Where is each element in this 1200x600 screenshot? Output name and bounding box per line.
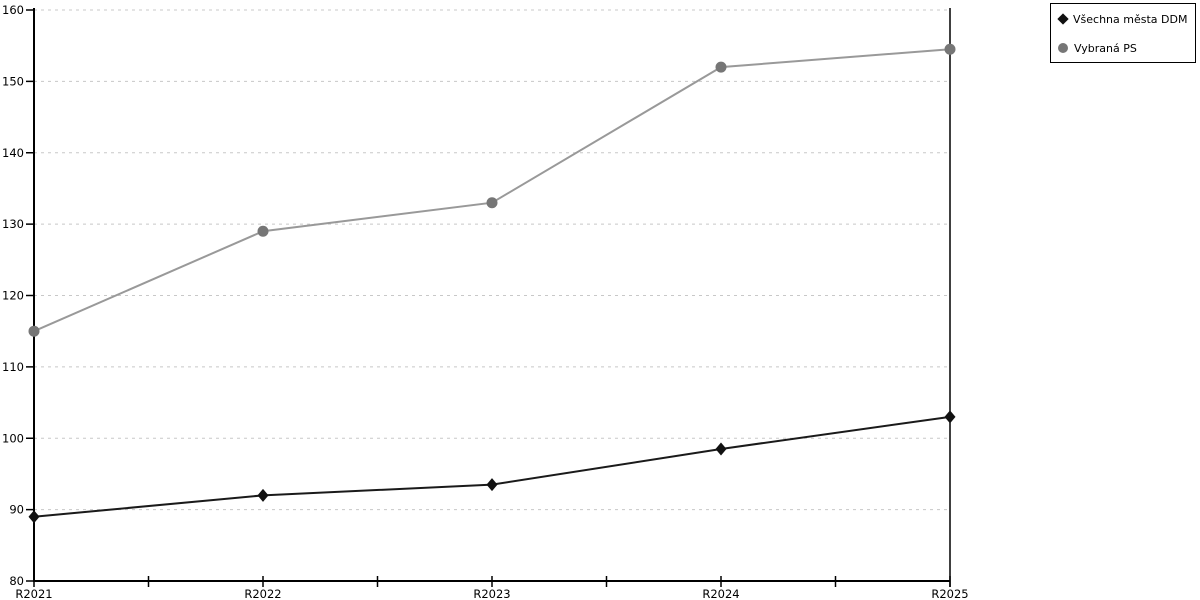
- y-tick-label: 150: [2, 74, 24, 88]
- data-point-circle: [944, 43, 956, 55]
- diamond-marker-icon: [1057, 13, 1069, 25]
- y-tick-label: 80: [9, 574, 24, 588]
- x-tick-label: R2021: [15, 587, 52, 600]
- x-tick-label: R2023: [473, 587, 510, 600]
- y-tick-label: 160: [2, 3, 24, 17]
- legend-label: Všechna města DDM: [1073, 12, 1188, 26]
- y-tick-label: 90: [9, 503, 24, 517]
- legend: Všechna města DDM Vybraná PS: [1050, 3, 1196, 63]
- y-tick-label: 120: [2, 289, 24, 303]
- y-tick-label: 130: [2, 217, 24, 231]
- x-tick-label: R2024: [702, 587, 739, 600]
- y-tick-label: 140: [2, 146, 24, 160]
- y-tick-label: 110: [2, 360, 24, 374]
- legend-item-vsechna-mesta-ddm: Všechna města DDM: [1057, 11, 1189, 27]
- y-tick-label: 100: [2, 431, 24, 445]
- legend-item-vybrana-ps: Vybraná PS: [1058, 40, 1189, 56]
- legend-label: Vybraná PS: [1074, 41, 1137, 55]
- data-point-diamond: [486, 478, 498, 492]
- data-point-circle: [715, 61, 727, 73]
- data-point-diamond: [28, 510, 40, 524]
- data-point-circle: [486, 197, 498, 209]
- data-point-diamond: [715, 442, 727, 456]
- circle-marker-icon: [1058, 43, 1068, 53]
- data-point-circle: [257, 225, 269, 237]
- data-point-circle: [28, 325, 40, 337]
- x-tick-label: R2022: [244, 587, 281, 600]
- series-line-diamond: [33, 415, 951, 518]
- series-line-circle: [33, 48, 951, 333]
- x-tick-label: R2025: [931, 587, 968, 600]
- data-point-diamond: [944, 410, 956, 424]
- data-point-diamond: [257, 488, 269, 502]
